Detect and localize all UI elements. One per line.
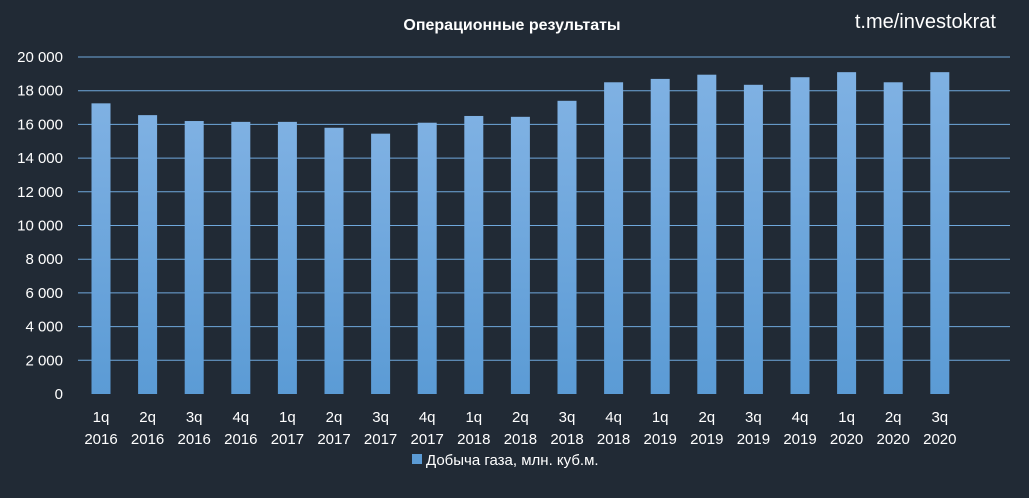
bar [324,127,344,395]
x-tick-year-label: 2019 [690,431,723,448]
y-tick-label: 18 000 [17,83,63,100]
y-tick-label: 10 000 [17,218,63,235]
bar [510,116,530,394]
y-tick-label: 12 000 [17,184,63,201]
bar [464,115,484,394]
x-tick-quarter-label: 2q [139,409,156,426]
x-tick-year-label: 2016 [224,431,257,448]
x-tick-quarter-label: 4q [605,409,622,426]
x-tick-year-label: 2020 [830,431,863,448]
y-axis-ticks: 0 2 000 4 000 6 000 8 000 10 000 12 000 14 000 1… [17,49,63,403]
bar [417,122,437,394]
x-tick-quarter-label: 1q [279,409,296,426]
bars [91,72,950,395]
x-tick-quarter-label: 1q [93,409,110,426]
y-tick-label: 2 000 [25,352,63,369]
x-tick-quarter-label: 2q [326,409,343,426]
bar [604,82,624,395]
x-tick-quarter-label: 2q [885,409,902,426]
chart-title: Операционные результаты [403,17,620,34]
x-tick-quarter-label: 2q [512,409,529,426]
bar [790,77,810,394]
x-tick-quarter-label: 4q [419,409,436,426]
x-tick-year-label: 2019 [737,431,770,448]
y-tick-label: 0 [55,386,63,403]
x-tick-quarter-label: 2q [698,409,715,426]
x-tick-quarter-label: 4q [232,409,249,426]
x-tick-year-label: 2018 [550,431,583,448]
x-tick-year-label: 2018 [597,431,630,448]
x-tick-year-label: 2020 [877,431,910,448]
x-tick-year-label: 2019 [644,431,677,448]
grid-lines [78,56,1010,361]
bar [91,103,111,395]
bar [697,74,717,394]
y-tick-label: 16 000 [17,116,63,133]
legend: Добыча газа, млн. куб.м. [412,452,599,469]
bar [837,72,857,394]
x-tick-year-label: 2019 [783,431,816,448]
bar [371,133,391,395]
legend-swatch [412,454,422,464]
x-tick-quarter-label: 1q [652,409,669,426]
x-tick-quarter-label: 3q [559,409,576,426]
x-tick-quarter-label: 3q [745,409,762,426]
y-tick-label: 20 000 [17,49,63,66]
x-tick-quarter-label: 3q [372,409,389,426]
x-tick-year-label: 2016 [84,431,117,448]
x-tick-quarter-label: 4q [792,409,809,426]
bar [883,82,903,395]
x-axis-ticks: 1q 2016 2q 2016 3q 2016 4q 2016 1q 2017 2q 2017 3q 20… [84,409,956,448]
x-tick-year-label: 2020 [923,431,956,448]
legend-label: Добыча газа, млн. куб.м. [426,452,599,469]
y-tick-label: 8 000 [25,251,63,268]
x-tick-quarter-label: 1q [838,409,855,426]
x-tick-year-label: 2018 [504,431,537,448]
bar [743,84,763,395]
bar [138,115,158,394]
y-tick-label: 4 000 [25,319,63,336]
y-tick-label: 14 000 [17,150,63,167]
x-tick-year-label: 2016 [178,431,211,448]
bar [184,121,204,394]
x-tick-quarter-label: 1q [465,409,482,426]
bar [930,72,950,394]
x-tick-year-label: 2017 [411,431,444,448]
x-tick-year-label: 2017 [317,431,350,448]
bar [557,100,577,394]
x-tick-quarter-label: 3q [931,409,948,426]
y-tick-label: 6 000 [25,285,63,302]
bar [231,121,251,394]
bar [650,78,670,394]
x-tick-year-label: 2016 [131,431,164,448]
x-tick-year-label: 2017 [271,431,304,448]
x-tick-year-label: 2018 [457,431,490,448]
watermark-text: t.me/investokrat [855,11,997,33]
x-tick-quarter-label: 3q [186,409,203,426]
bar [277,121,297,394]
x-tick-year-label: 2017 [364,431,397,448]
